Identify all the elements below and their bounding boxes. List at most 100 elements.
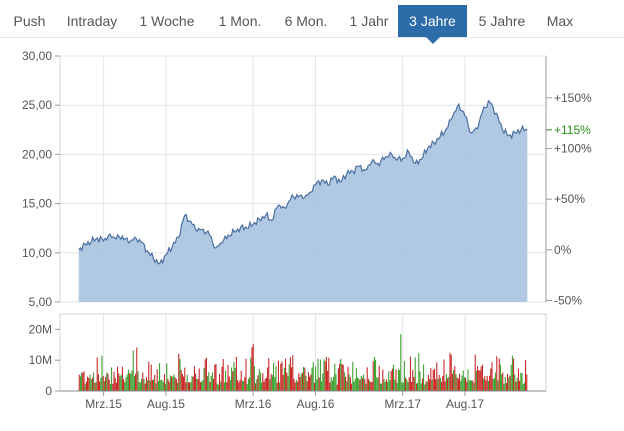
volume-bar [471,380,473,391]
volume-bar [491,362,493,391]
volume-bar [435,379,437,391]
volume-bar [178,353,180,391]
volume-bar [167,378,169,391]
volume-bar [310,374,312,391]
volume-bar [102,376,104,391]
tab-1-woche[interactable]: 1 Woche [125,5,209,37]
tab-push[interactable]: Push [0,5,59,37]
volume-bar [497,380,499,391]
volume-bar [328,357,330,391]
volume-bar [502,372,504,391]
volume-bar [307,372,309,391]
volume-bar [148,361,150,391]
volume-bar [333,376,335,391]
volume-bar [166,363,168,391]
volume-bar [391,368,393,391]
volume-bar [204,359,206,391]
volume-bar [253,366,255,391]
volume-bar [319,359,321,391]
volume-bar [345,376,347,391]
volume-bar [220,381,222,391]
volume-bar [249,377,251,391]
volume-bar [264,378,266,391]
volume-bar [439,378,441,391]
volume-bar [90,379,92,391]
volume-bar [281,361,283,391]
volume-bar [309,376,311,391]
volume-bar [462,370,464,391]
volume-bar [117,366,119,391]
volume-bar [231,367,233,391]
volume-bar [209,381,211,391]
volume-bar [124,382,126,391]
volume-bar [101,355,103,391]
volume-bar [295,379,297,391]
volume-bar [279,382,281,391]
volume-bar [441,381,443,391]
volume-bar [480,366,482,391]
volume-bar [393,364,395,391]
volume-bar [370,381,372,391]
volume-bar [330,377,332,391]
volume-bar [389,380,391,391]
volume-bar [153,379,155,391]
volume-bar [335,373,337,391]
volume-bar [501,374,503,391]
volume-bar [499,364,501,391]
y-right-tick-label: +100% [554,141,592,155]
tab-intraday[interactable]: Intraday [59,5,125,37]
volume-bar [445,374,447,391]
volume-bar [496,356,498,391]
volume-bar [318,377,320,391]
volume-bar [263,381,265,391]
volume-bar [369,380,371,391]
volume-bar [195,373,197,391]
tab-1-jahr[interactable]: 1 Jahr [341,5,397,37]
volume-bar [478,370,480,391]
volume-bar [303,366,305,391]
volume-bar [238,382,240,391]
tab-1-mon[interactable]: 1 Mon. [209,5,271,37]
volume-bar [438,375,440,391]
volume-bar [118,373,120,391]
volume-bar [450,354,452,391]
volume-bar [159,363,161,391]
volume-bar [455,374,457,391]
volume-bar [291,367,293,391]
tab-6-mon[interactable]: 6 Mon. [271,5,341,37]
volume-bar [298,373,300,391]
x-tick-label: Mrz.17 [384,397,421,411]
volume-bar [427,374,429,391]
volume-bar [375,359,377,391]
volume-bar [359,379,361,391]
volume-bar [270,374,272,391]
volume-bar [121,366,123,391]
volume-bar [258,369,260,391]
volume-bar [229,380,231,391]
volume-bar [160,380,162,391]
volume-bar [233,362,235,391]
volume-bar [173,374,175,391]
volume-bar [431,379,433,391]
volume-bar [475,371,477,391]
tab-label: 1 Mon. [218,13,262,29]
volume-bar [93,372,95,391]
tab-max[interactable]: Max [537,5,583,37]
tab-3-jahre[interactable]: 3 Jahre [398,5,467,44]
volume-bar [354,378,356,391]
volume-bar [351,383,353,391]
volume-bar [419,371,421,391]
volume-bar [214,364,216,391]
volume-bar [237,380,239,391]
volume-bar [135,373,137,391]
volume-bar [382,369,384,391]
volume-bar [460,380,462,391]
volume-bar [442,376,444,391]
volume-bar [437,378,439,391]
volume-bar [261,382,263,391]
volume-bar [280,363,282,391]
volume-bar [171,376,173,391]
volume-bar [196,378,198,391]
tab-5-jahre[interactable]: 5 Jahre [467,5,537,37]
volume-bar [481,364,483,391]
